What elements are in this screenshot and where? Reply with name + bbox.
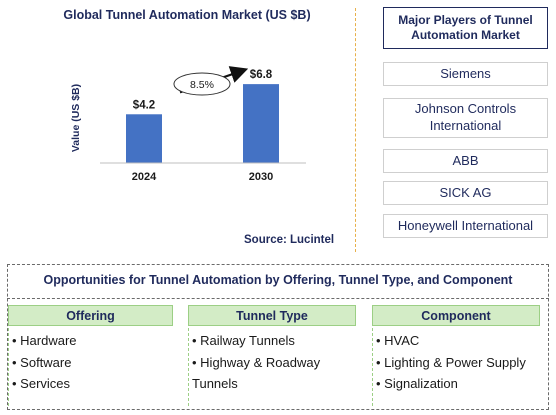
category-offering-list: Hardware Software Services <box>12 330 172 395</box>
y-axis-label: Value (US $B) <box>70 84 82 152</box>
player-siemens: Siemens <box>383 62 548 86</box>
chart-title: Global Tunnel Automation Market (US $B) <box>63 8 311 22</box>
bar-2030 <box>243 84 279 163</box>
category-offering-header: Offering <box>8 305 173 326</box>
opportunities-title: Opportunities for Tunnel Automation by O… <box>43 273 513 287</box>
opportunities-panel <box>7 264 549 410</box>
category-tunnel-type-rule <box>188 328 189 406</box>
list-item: Hardware <box>12 330 172 352</box>
bar-2024 <box>126 114 162 163</box>
list-item: Signalization <box>376 373 546 395</box>
market-bar-chart: Value (US $B) $4.2 2024 $6.8 2030 8.5% <box>70 66 306 183</box>
growth-label: 8.5% <box>190 79 214 91</box>
player-sick-ag: SICK AG <box>383 181 548 205</box>
x-tick-label-2024: 2024 <box>132 171 157 183</box>
list-item: HVAC <box>376 330 546 352</box>
category-tunnel-type-list: Railway Tunnels Highway & Roadway Tunnel… <box>192 330 342 395</box>
player-honeywell: Honeywell International <box>383 214 548 238</box>
list-item: Railway Tunnels <box>192 330 342 352</box>
data-label-2030: $6.8 <box>250 69 273 81</box>
data-label-2024: $4.2 <box>133 99 155 111</box>
category-tunnel-type-header: Tunnel Type <box>188 305 356 326</box>
category-component-rule <box>372 328 373 406</box>
list-item: Lighting & Power Supply <box>376 352 546 374</box>
chart-source: Source: Lucintel <box>244 234 335 246</box>
x-tick-label-2030: 2030 <box>249 171 273 183</box>
category-component-header: Component <box>372 305 540 326</box>
list-item: Services <box>12 373 172 395</box>
section-divider <box>355 8 356 252</box>
growth-ellipse <box>173 72 231 96</box>
opportunities-title-rule <box>7 298 549 299</box>
player-abb: ABB <box>383 149 548 173</box>
category-component-list: HVAC Lighting & Power Supply Signalizati… <box>376 330 546 395</box>
players-title: Major Players of Tunnel Automation Marke… <box>383 7 548 49</box>
player-johnson-controls: Johnson Controls International <box>383 98 548 138</box>
list-item: Highway & Roadway Tunnels <box>192 352 342 395</box>
category-offering-rule <box>8 328 9 406</box>
list-item: Software <box>12 352 172 374</box>
